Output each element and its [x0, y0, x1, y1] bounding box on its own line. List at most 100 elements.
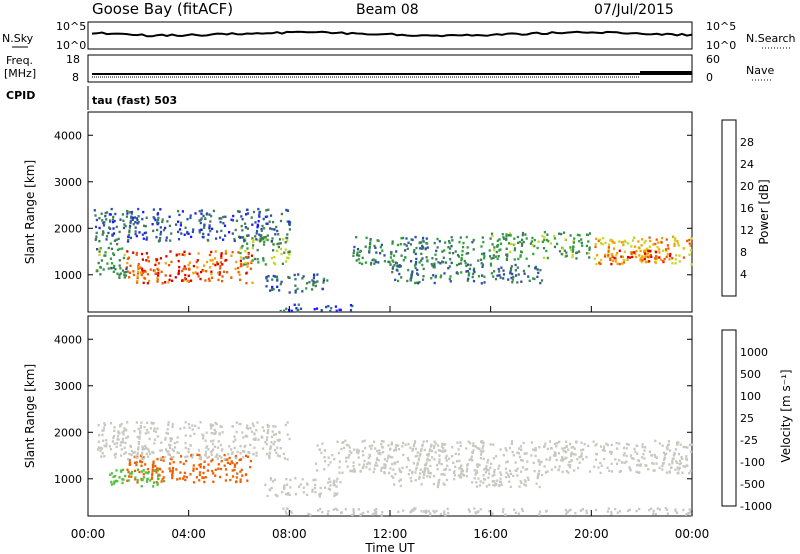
heatmap-cell	[426, 453, 429, 456]
nave-tick-bottom: 0	[706, 71, 713, 84]
heatmap-cell	[407, 458, 410, 462]
heatmap-cell	[145, 259, 148, 262]
heatmap-cell	[450, 261, 453, 265]
heatmap-cell	[128, 276, 131, 279]
heatmap-cell	[128, 472, 131, 475]
colorbar-frame	[721, 329, 737, 507]
heatmap-cell	[240, 224, 243, 228]
heatmap-cell	[368, 249, 371, 253]
heatmap-cell	[140, 453, 144, 456]
colorbar-tick-label: -100	[740, 456, 765, 469]
heatmap-cell	[398, 264, 401, 267]
heatmap-cell	[358, 261, 361, 265]
heatmap-cell	[676, 461, 679, 464]
heatmap-cell	[459, 444, 462, 448]
heatmap-cell	[647, 468, 650, 471]
heatmap-cell	[134, 469, 137, 473]
heatmap-cell	[417, 282, 420, 285]
heatmap-cell	[488, 249, 491, 252]
heatmap-cell	[510, 242, 513, 246]
heatmap-cell	[145, 447, 148, 450]
heatmap-cell	[573, 447, 576, 450]
heatmap-cell	[572, 248, 575, 251]
heatmap-cell	[466, 246, 469, 249]
heatmap-cell	[400, 254, 403, 257]
heatmap-cell	[427, 454, 430, 457]
heatmap-cell	[270, 435, 274, 439]
heatmap-cell	[113, 264, 116, 268]
heatmap-cell	[421, 443, 424, 446]
heatmap-cell	[257, 261, 260, 264]
heatmap-cell	[523, 272, 526, 275]
heatmap-cell	[120, 469, 123, 472]
heatmap-cell	[373, 440, 376, 443]
heatmap-cell	[214, 474, 217, 477]
heatmap-cell	[116, 480, 119, 483]
heatmap-cell	[153, 427, 156, 430]
heatmap-cell	[661, 468, 664, 471]
heatmap-cell	[217, 467, 220, 470]
heatmap-cell	[152, 229, 155, 233]
heatmap-cell	[561, 470, 564, 474]
heatmap-cell	[606, 466, 609, 469]
heatmap-cell	[237, 210, 240, 213]
heatmap-cell	[439, 262, 442, 265]
heatmap-cell	[275, 275, 279, 278]
heatmap-cell	[357, 456, 360, 459]
heatmap-cell	[213, 257, 217, 260]
heatmap-cell	[203, 226, 206, 229]
heatmap-cell	[128, 211, 132, 214]
heatmap-cell	[502, 508, 505, 511]
heatmap-cell	[249, 443, 252, 447]
heatmap-cell	[359, 249, 363, 253]
heatmap-cell	[134, 461, 137, 464]
heatmap-cell	[172, 461, 175, 464]
heatmap-cell	[361, 262, 364, 266]
heatmap-cell	[198, 471, 202, 474]
heatmap-cell	[141, 217, 144, 221]
heatmap-cell	[671, 458, 674, 461]
heatmap-cell	[674, 448, 678, 451]
heatmap-cell	[618, 459, 621, 462]
heatmap-cell	[540, 460, 543, 464]
heatmap-cell	[178, 265, 181, 269]
heatmap-cell	[208, 226, 211, 229]
heatmap-cell	[555, 445, 558, 448]
heatmap-cell	[519, 240, 522, 244]
heatmap-cell	[645, 252, 648, 256]
heatmap-cell	[207, 233, 210, 236]
heatmap-cell	[522, 269, 525, 273]
heatmap-cell	[267, 424, 270, 428]
heatmap-cell	[654, 242, 657, 246]
heatmap-cell	[398, 467, 401, 471]
heatmap-cell	[258, 213, 261, 217]
heatmap-cell	[113, 219, 116, 223]
heatmap-cell	[276, 446, 279, 449]
heatmap-cell	[277, 242, 280, 245]
heatmap-cell	[408, 469, 411, 472]
heatmap-cell	[135, 463, 138, 467]
heatmap-cell	[137, 207, 140, 211]
heatmap-cell	[501, 510, 505, 514]
nsearch-tick-top: 10^5	[706, 20, 736, 33]
heatmap-cell	[357, 449, 361, 452]
heatmap-cell	[437, 261, 440, 264]
heatmap-cell	[152, 481, 156, 484]
heatmap-cell	[570, 446, 573, 449]
heatmap-cell	[581, 458, 584, 461]
heatmap-cell	[381, 446, 384, 449]
heatmap-cell	[552, 454, 555, 457]
heatmap-cell	[186, 230, 189, 234]
heatmap-cell	[410, 479, 413, 483]
heatmap-cell	[272, 480, 275, 483]
heatmap-cell	[222, 238, 225, 241]
heatmap-cell	[340, 447, 343, 451]
heatmap-cell	[645, 255, 648, 258]
heatmap-cell	[666, 446, 669, 449]
heatmap-cell	[239, 278, 242, 282]
heatmap-cell	[564, 238, 567, 241]
heatmap-cell	[110, 480, 113, 484]
heatmap-cell	[239, 458, 242, 461]
heatmap-cell	[368, 247, 371, 250]
heatmap-cell	[483, 468, 486, 471]
